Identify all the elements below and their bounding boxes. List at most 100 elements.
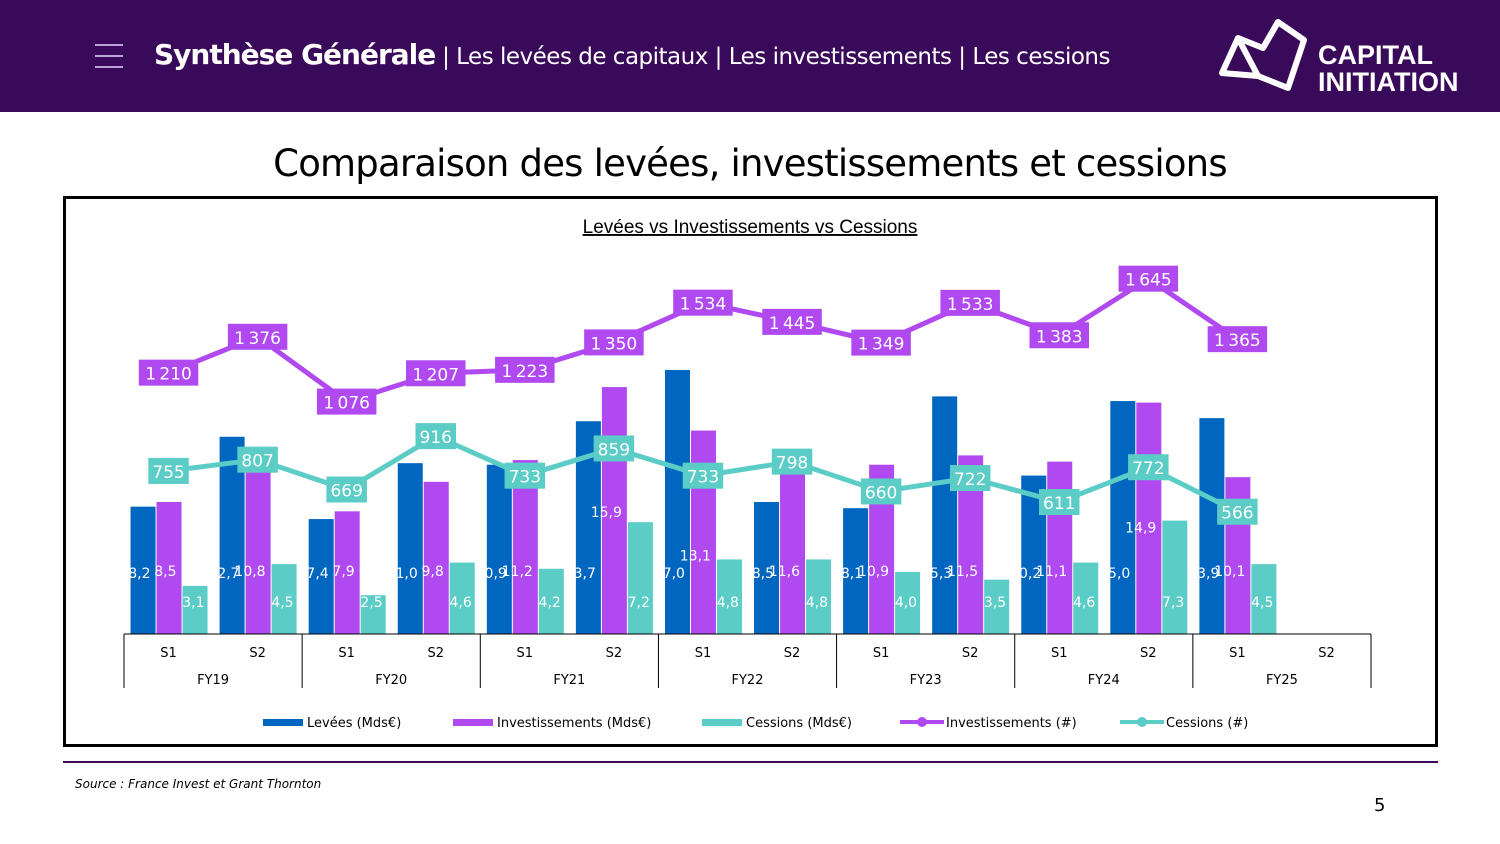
chart-title: Levées vs Investissements vs Cessions [583,217,918,238]
bar-data-label: 10,2 [1010,566,1041,582]
line-point-marker [148,457,189,484]
x-tick-label: S2 [1318,646,1335,661]
bar-levées [1199,418,1225,634]
line-point-marker [682,462,724,489]
bar-investissements [245,466,271,634]
x-tick-label: S2 [1140,646,1157,661]
nav-synthese[interactable]: Synthèse Générale [154,38,436,71]
bar-cessions [271,564,297,634]
bar-data-label: 13,7 [565,566,596,582]
bar-cessions [984,579,1010,634]
bar-investissements [512,460,538,634]
bar-data-label: 4,0 [895,595,917,611]
legend-swatch [702,719,742,726]
x-tick-label: S1 [695,646,712,661]
bar-data-label: 8,5 [154,564,176,580]
x-tick-label: S1 [1051,646,1068,661]
line-data-label: 1 210 [145,365,192,385]
bar-data-label: 4,6 [1073,595,1095,611]
bar-data-label: 4,5 [271,595,293,611]
line-data-label: 669 [330,481,362,501]
bar-levées [397,463,423,634]
line-point-marker [1029,322,1089,349]
bar-levées [932,396,958,634]
bar-data-label: 15,3 [921,566,952,582]
bar-investissements [1136,402,1162,634]
bar-data-label: 9,8 [421,564,443,580]
bar-data-label: 4,8 [806,595,828,611]
bar-cessions [1073,562,1099,634]
line-data-label: 755 [152,463,184,483]
x-tick-label: S1 [160,646,177,661]
bar-cessions [1251,564,1277,634]
line-point-marker [237,446,278,473]
bar-data-label: 8,2 [128,566,150,582]
x-group-label: FY19 [197,673,229,688]
x-tick-label: S2 [427,646,444,661]
nav-levees[interactable]: Les levées de capitaux [456,44,708,70]
bar-data-label: 11,0 [387,566,418,582]
bar-levées [130,506,156,634]
x-group-label: FY24 [1088,673,1120,688]
line-data-label: 1 076 [323,394,370,414]
nav-cessions[interactable]: Les cessions [972,44,1110,70]
bar-data-label: 7,9 [332,564,354,580]
x-group-label: FY23 [910,673,942,688]
x-tick-label: S1 [338,646,355,661]
legend-label: Cessions (Mds€) [746,716,852,731]
line-data-label: 1 349 [858,335,905,355]
line-point-marker [771,448,813,475]
line-data-label: 807 [241,452,273,472]
legend-label: Cessions (#) [1166,716,1248,731]
bar-investissements [423,481,449,634]
line-point-marker [415,423,456,450]
line-point-marker [1128,454,1169,481]
line-point-marker [593,435,635,462]
x-tick-label: S2 [962,646,979,661]
line-data-label: 859 [598,440,630,460]
bar-cessions [806,559,832,634]
line-data-label: 798 [776,454,808,474]
bar-cessions [716,559,742,634]
bar-investissements [156,501,182,634]
bar-data-label: 12,7 [208,566,239,582]
line-point-marker [504,462,546,489]
divider [63,761,1438,763]
nav-separator: | [714,44,723,70]
logo-text: CAPITAL INITIATION [1318,40,1459,97]
page-title: Comparaison des levées, investissements … [273,142,1227,185]
bar-levées [664,369,690,634]
line-data-label: 916 [420,428,452,448]
menu-icon[interactable] [95,44,123,68]
line-data-label: 1 533 [947,295,994,315]
bar-data-label: 7,4 [306,566,328,582]
line-data-label: 733 [509,468,541,488]
line-data-label: 722 [954,470,986,490]
bar-data-label: 4,2 [539,595,561,611]
x-tick-label: S1 [873,646,890,661]
bar-cessions [895,571,921,634]
x-tick-label: S2 [784,646,801,661]
line-point-marker [584,329,644,356]
x-tick-label: S1 [1229,646,1246,661]
bar-cessions [449,562,475,634]
line-data-label: 1 365 [1214,331,1261,351]
nav-investissements[interactable]: Les investissements [728,44,952,70]
line-point-marker [940,289,1000,316]
line-point-marker [1217,498,1258,525]
line-data-label: 1 645 [1125,271,1172,291]
bar-levées [486,464,512,634]
line-point-marker [495,356,555,383]
line-data-label: 660 [865,483,897,503]
legend-marker [917,717,927,727]
capital-initiation-logo-icon [1219,19,1307,91]
bar-data-label: 11,5 [947,564,978,580]
bar-investissements [690,430,716,634]
line-point-marker [1039,489,1080,516]
line-point-marker [673,289,733,316]
x-group-label: FY22 [732,673,764,688]
bar-data-label: 10,8 [234,564,265,580]
bar-levées [843,508,869,634]
bar-data-label: 11,6 [769,564,800,580]
legend-label: Investissements (#) [946,716,1077,731]
